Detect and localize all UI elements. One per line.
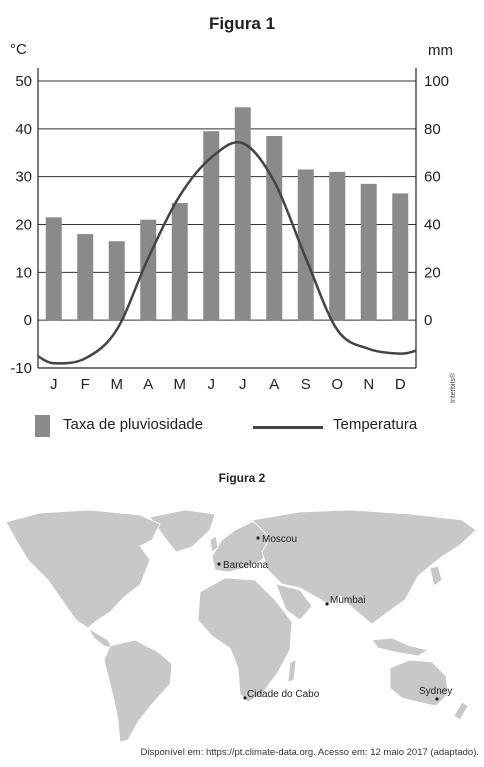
central-america-shape xyxy=(87,627,113,649)
moscou-dot xyxy=(256,536,260,540)
japan-shape xyxy=(429,565,443,587)
month-label: A xyxy=(269,376,279,393)
city-sydney: Sydney xyxy=(419,686,452,697)
madagascar-shape xyxy=(287,659,297,683)
month-label: J xyxy=(208,376,216,393)
bar-6 xyxy=(234,107,251,321)
city-markers: Moscou Barcelona Mumbai Cidade do Cabo S… xyxy=(217,534,452,701)
legend-bar-swatch xyxy=(35,415,50,437)
right-tick-label: 80 xyxy=(424,121,441,138)
bar-5 xyxy=(203,131,220,321)
right-tick-label: 0 xyxy=(424,312,432,329)
month-label: J xyxy=(50,376,58,393)
indonesia-shape xyxy=(371,637,430,657)
city-barcelona: Barcelona xyxy=(223,560,268,571)
legend-line-swatch xyxy=(253,426,323,429)
barcelona-dot xyxy=(217,562,221,566)
left-tick-label: 30 xyxy=(15,169,32,186)
left-tick-label: 40 xyxy=(15,121,32,138)
month-label: M xyxy=(111,376,124,393)
source-text: Disponível em: https://pt.climate-data.o… xyxy=(140,747,479,758)
mumbai-dot xyxy=(325,602,329,606)
arabia-shape xyxy=(275,583,313,621)
month-label: O xyxy=(331,376,343,393)
africa-shape xyxy=(197,577,293,703)
right-tick-label: 60 xyxy=(424,169,441,186)
bar-7 xyxy=(266,136,283,321)
bar-0 xyxy=(45,217,62,321)
left-axis-unit: °C xyxy=(10,41,27,58)
right-tick-label: 20 xyxy=(424,264,441,281)
bar-10 xyxy=(360,183,377,321)
legend-line-label: Temperatura xyxy=(333,416,418,433)
asia-shape xyxy=(251,509,477,625)
bar-11 xyxy=(392,193,409,321)
left-tick-label: 0 xyxy=(24,312,32,329)
temperature-line xyxy=(37,141,417,365)
month-label: S xyxy=(301,376,311,393)
right-tick-label: 100 xyxy=(424,73,449,90)
bar-4 xyxy=(171,202,188,321)
left-tick-label: 50 xyxy=(15,73,32,90)
left-tick-label: -10 xyxy=(10,360,32,377)
figure1-title: Figura 1 xyxy=(208,14,276,33)
sydney-dot xyxy=(435,697,439,701)
left-tick-label: 10 xyxy=(15,264,32,281)
south-america-shape xyxy=(103,639,173,743)
city-cidade-do-cabo: Cidade do Cabo xyxy=(247,689,320,700)
bar-3 xyxy=(140,219,157,321)
city-moscou: Moscou xyxy=(262,534,297,545)
greenland-shape xyxy=(149,509,216,553)
city-mumbai: Mumbai xyxy=(330,595,366,606)
bar-8 xyxy=(297,169,314,321)
australia-shape xyxy=(389,659,449,707)
month-label: A xyxy=(143,376,153,393)
bar-9 xyxy=(329,171,346,321)
bar-2 xyxy=(108,241,125,321)
month-label: J xyxy=(239,376,247,393)
legend-bar-label: Taxa de pluviosidade xyxy=(63,416,204,433)
month-label: F xyxy=(81,376,90,393)
left-tick-label: 20 xyxy=(15,217,32,234)
bar-1 xyxy=(77,234,94,321)
north-america-shape xyxy=(5,509,161,629)
month-label: M xyxy=(174,376,187,393)
month-label: D xyxy=(395,376,406,393)
cidade-do-cabo-dot xyxy=(243,696,247,700)
uk-shape xyxy=(209,535,219,553)
right-tick-label: 40 xyxy=(424,217,441,234)
figure2-title: Figura 2 xyxy=(218,471,266,485)
month-label: N xyxy=(363,376,374,393)
new-zealand-shape xyxy=(453,701,469,721)
right-axis-unit: mm xyxy=(428,42,453,59)
